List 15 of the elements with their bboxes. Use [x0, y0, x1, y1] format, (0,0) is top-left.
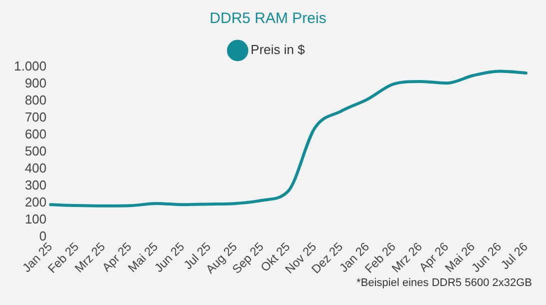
y-tick-label: 500 [24, 144, 47, 159]
text: *Beispiel eines DDR5 5600 2x32GB [356, 277, 532, 289]
y-tick-label: 400 [24, 160, 47, 176]
y-tick-label: 200 [24, 194, 47, 210]
legend-label: Preis in $ [250, 42, 306, 58]
y-tick-label: 900 [24, 76, 47, 91]
y-tick-label: 800 [24, 92, 47, 108]
y-tick-label: 1.000 [14, 58, 47, 74]
line-series [49, 70, 528, 208]
y-tick-label: 300 [24, 178, 47, 193]
y-tick-label: 600 [24, 126, 47, 142]
y-tick-label: 100 [24, 212, 47, 227]
y-tick-label: 700 [24, 110, 47, 125]
chart-title: DDR5 RAM Preis [210, 10, 326, 28]
y-tick-label: 0 [39, 228, 47, 244]
